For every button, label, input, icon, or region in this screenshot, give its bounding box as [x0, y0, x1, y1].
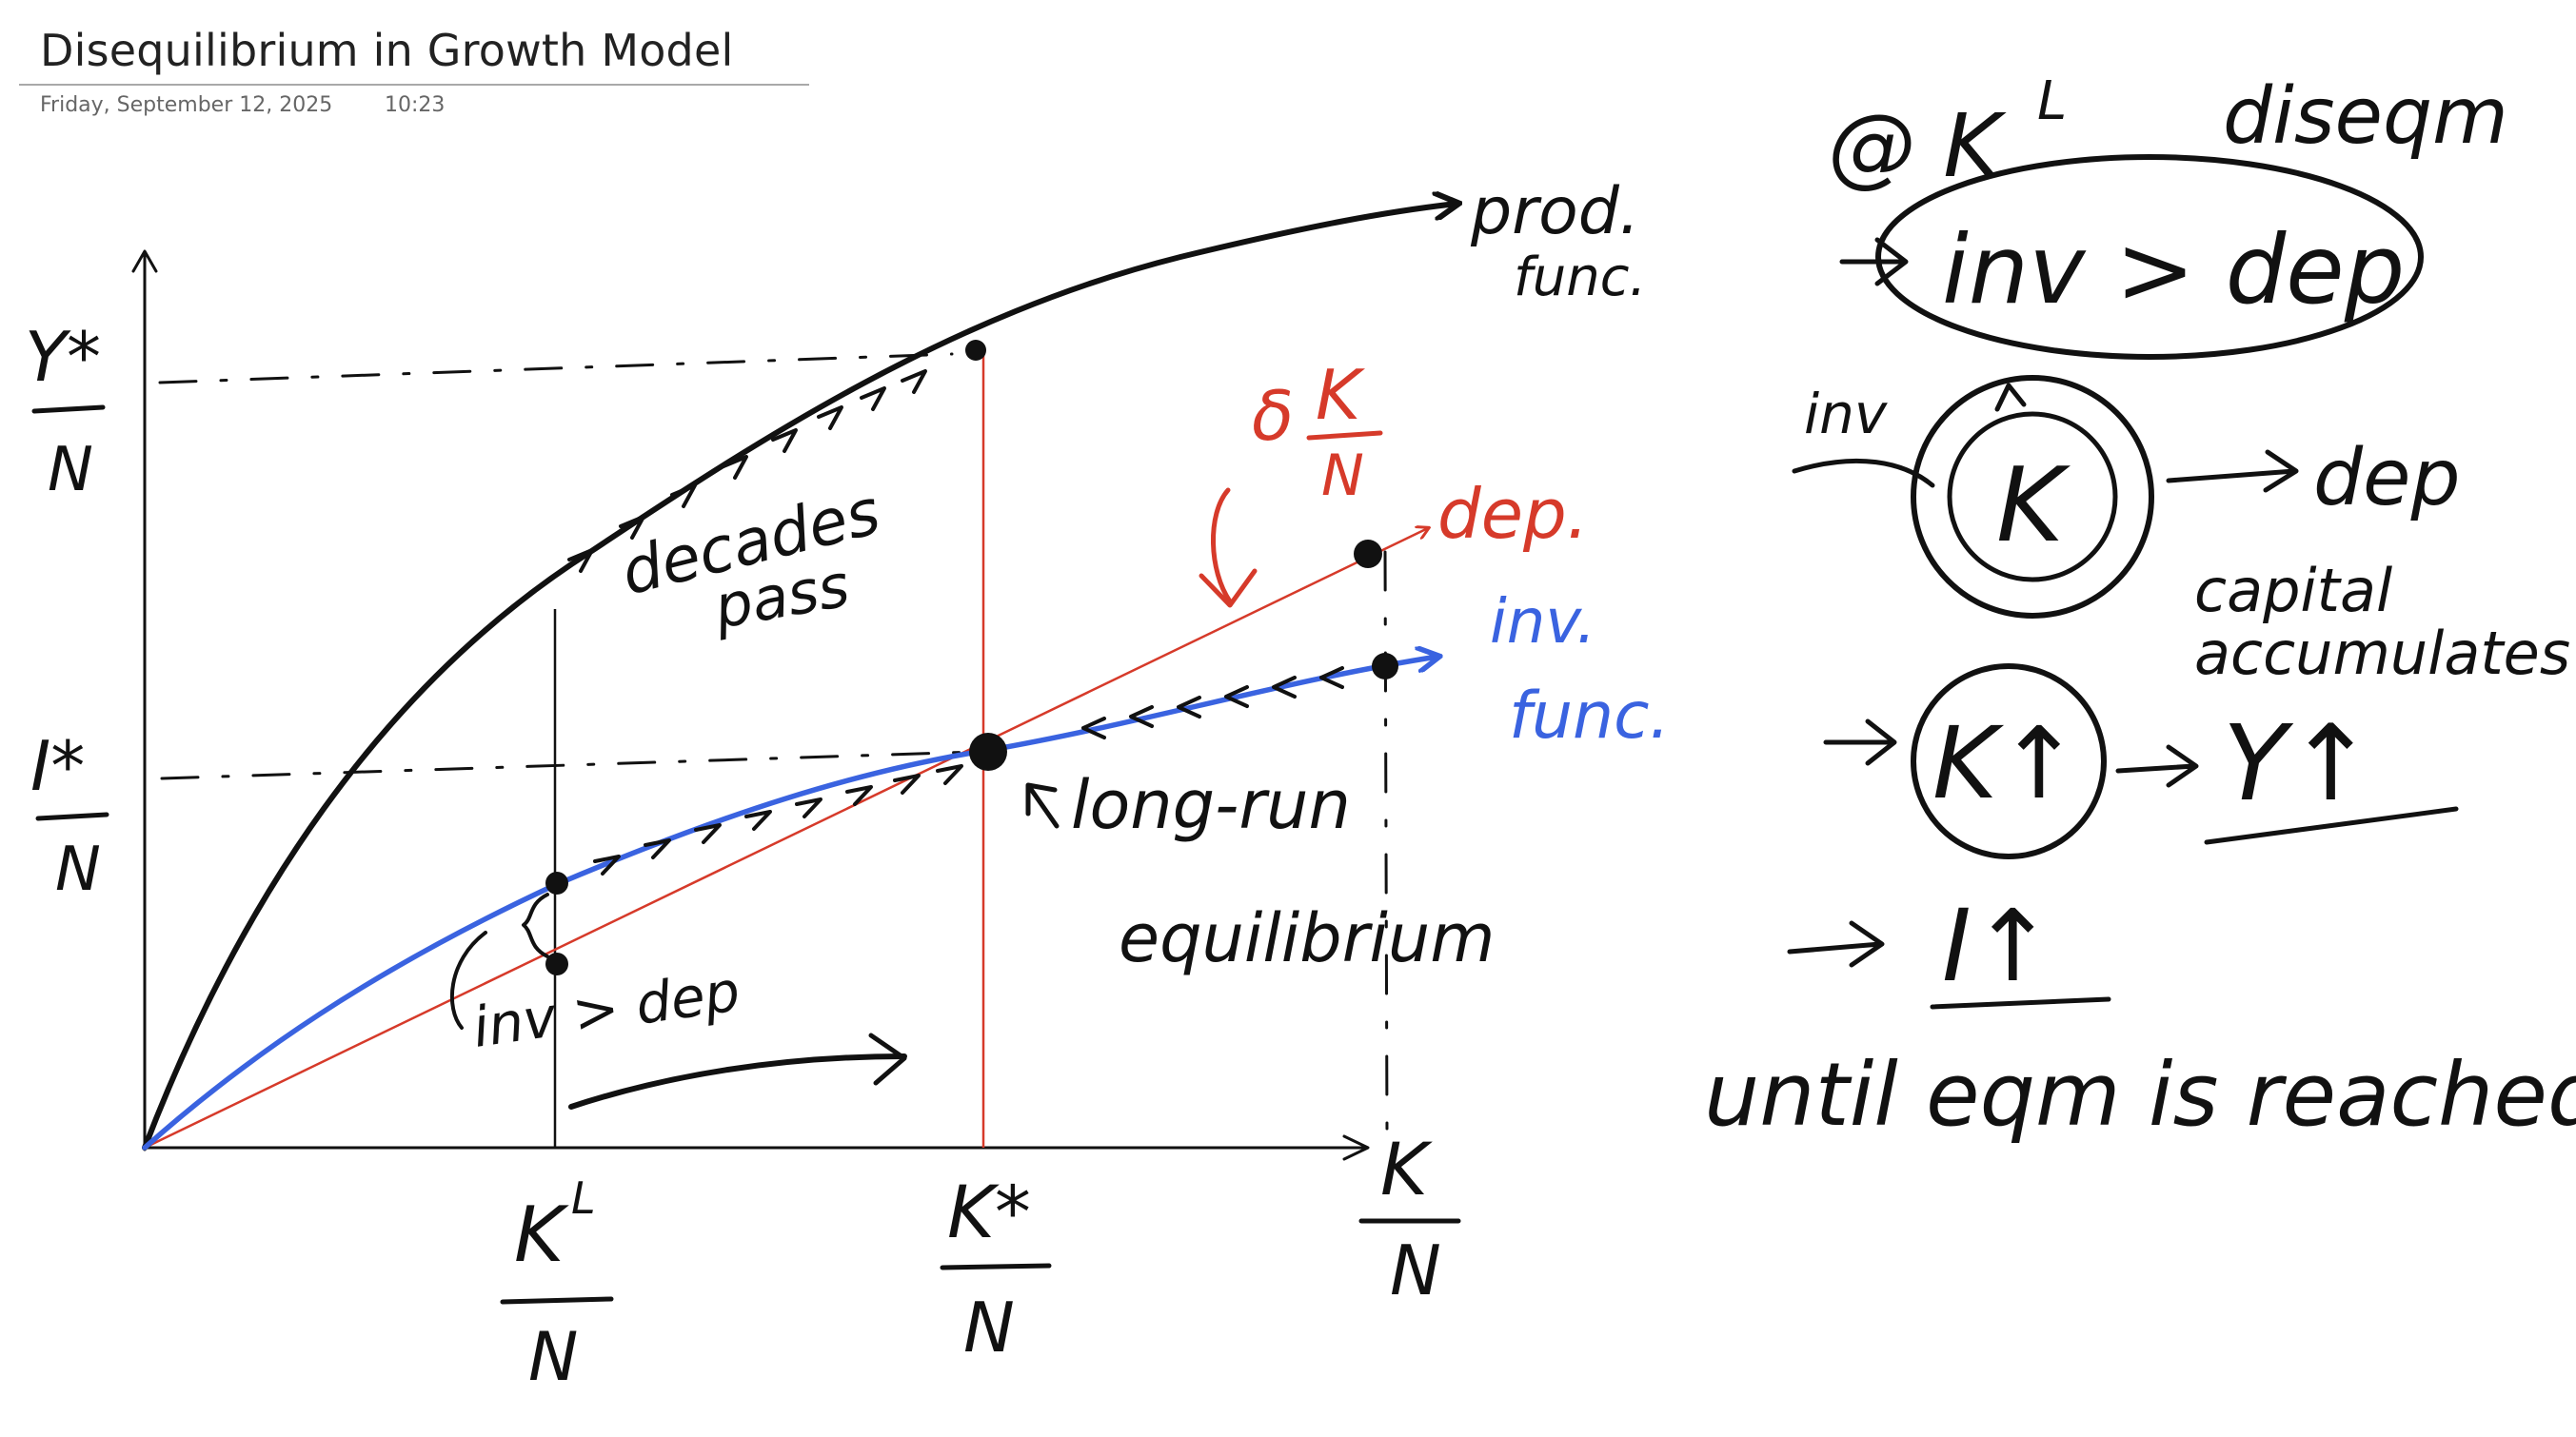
into-oval-arrow [1839, 237, 1909, 286]
k-up-label: K↑ [1932, 705, 2080, 821]
y-up-label: Y↑ [2223, 702, 2374, 824]
k-circle-label: K [1996, 446, 2071, 565]
right-dash-dot-line [1383, 550, 1389, 1134]
i-up-label: I↑ [1942, 888, 2054, 1004]
dep-outflow-arrow [2166, 449, 2299, 493]
x-axis-arrowhead [1342, 1134, 1370, 1161]
page-date: Friday, September 12, 2025 [40, 93, 333, 117]
i-up-underline [1930, 996, 2111, 1010]
kl-denominator: N [528, 1318, 578, 1396]
y-invest-label: I* [30, 726, 85, 806]
delta-pointer-arrow [1211, 487, 1233, 604]
growth-graph: Y* N I* N K L N K* N K N prod. func. δ K… [25, 174, 1670, 1396]
inv-up-arrow [1994, 383, 2027, 412]
kl-fraction-bar [500, 1296, 614, 1305]
inv-inflow-label: inv [1804, 382, 1889, 446]
investment-end-dot [1372, 653, 1398, 679]
y-invest-fraction-bar [35, 812, 109, 821]
prod-func-label-2: func. [1514, 246, 1646, 308]
y-axis-arrowhead [131, 249, 158, 273]
inv-inflow-arrow [1792, 458, 1935, 488]
investment-function-curve [142, 657, 1437, 1151]
title-underline [19, 84, 809, 86]
investment-right-chevrons [593, 764, 963, 876]
k-to-y-arrow [2115, 744, 2199, 788]
kstar-label: K* [947, 1170, 1031, 1254]
investment-left-chevrons [1081, 666, 1344, 739]
rightward-arrowhead [868, 1033, 907, 1086]
into-i-up-arrow [1787, 920, 1885, 968]
kstar-denominator: N [963, 1288, 1015, 1368]
production-function-curve [142, 204, 1456, 1151]
production-kstar-dot [965, 340, 986, 361]
kstar-fraction-bar [940, 1263, 1052, 1270]
k-up-circle [1911, 663, 2107, 859]
gap-brace [522, 893, 549, 958]
kl-label: K [514, 1191, 569, 1279]
production-chevrons [567, 369, 927, 573]
gap-bracket [450, 931, 487, 1030]
ystar-dashed-guide [158, 352, 954, 384]
depreciation-end-dot [1354, 540, 1382, 568]
dep-outflow-label: dep [2313, 433, 2461, 523]
prod-func-label-1: prod. [1470, 174, 1640, 249]
page-title: Disequilibrium in Growth Model [40, 25, 734, 76]
y-output-fraction-bar [31, 404, 106, 414]
kl-superscript: L [571, 1172, 596, 1224]
until-eqm-label: until eqm is reached [1704, 1044, 2576, 1146]
diseqm-label: diseqm [2223, 71, 2508, 162]
y-output-label: Y* [25, 317, 101, 397]
k-axis-label: K [1380, 1127, 1433, 1211]
rightward-arrow [568, 1053, 907, 1110]
k-outer-circle [1911, 375, 2154, 619]
inv-gt-dep-label: inv > dep [468, 958, 743, 1060]
y-output-denominator: N [48, 435, 93, 505]
y-up-underline [2204, 806, 2459, 845]
long-run-pointer [1025, 782, 1060, 829]
depreciation-kl-dot [545, 953, 568, 975]
into-k-up-arrow [1823, 718, 1897, 766]
delta-k: K [1316, 355, 1365, 435]
inv-func-label-1: inv. [1490, 587, 1595, 658]
y-invest-denominator: N [55, 835, 101, 905]
long-run-label: long-run [1071, 766, 1351, 844]
istar-dashed-guide [160, 750, 978, 780]
delta-fraction-bar [1306, 430, 1383, 441]
inv-dep-oval [1875, 154, 2424, 360]
delta-n: N [1321, 443, 1364, 509]
delta-pointer-arrowhead [1199, 568, 1258, 608]
equilibrium-label: equilibrium [1119, 899, 1495, 977]
inv-func-label-2: func. [1509, 679, 1670, 754]
at-kl-superscript: L [2037, 70, 2067, 132]
accumulates-label: accumulates [2194, 619, 2570, 688]
investment-kl-dot [545, 872, 568, 895]
oval-inv-gt-dep: inv > dep [1942, 214, 2405, 325]
equilibrium-dot [969, 733, 1007, 771]
dep-label: dep. [1437, 474, 1589, 554]
notes-panel: @ K L diseqm inv > dep K inv dep capital… [1704, 70, 2576, 1146]
depreciation-line [143, 528, 1428, 1150]
page-time: 10:23 [385, 93, 446, 117]
k-axis-denominator: N [1390, 1230, 1441, 1310]
capital-label: capital [2194, 556, 2392, 625]
delta-symbol: δ [1252, 376, 1294, 456]
k-inner-circle [1947, 411, 2118, 582]
